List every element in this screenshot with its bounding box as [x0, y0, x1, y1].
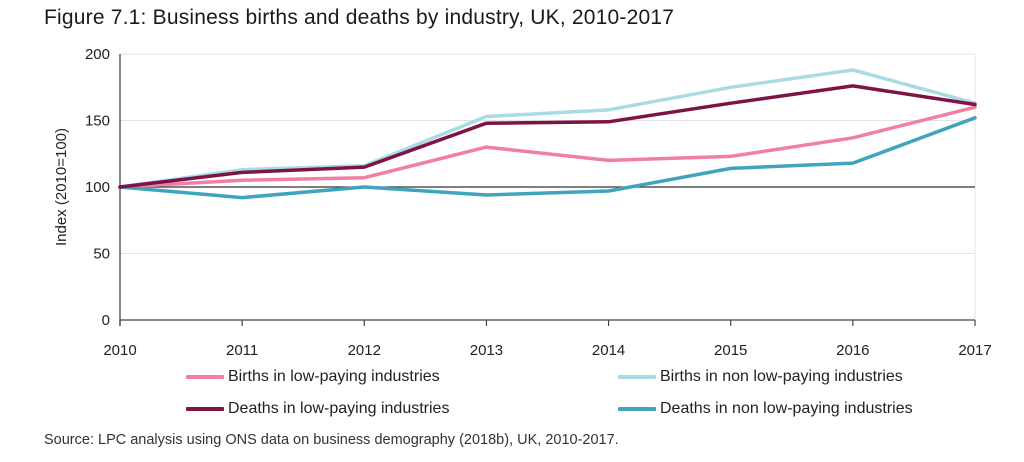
y-tick-label: 200: [85, 46, 110, 63]
x-tick-label: 2013: [470, 342, 503, 359]
x-tick-label: 2010: [103, 342, 136, 359]
y-axis-label: Index (2010=100): [53, 128, 70, 246]
series-line-deaths-in-non-low-paying-industries: [118, 116, 977, 200]
x-tick-label: 2011: [226, 342, 258, 359]
legend: Births in low-paying industries Births i…: [0, 360, 1024, 420]
x-tick-label: 2016: [836, 342, 869, 359]
legend-label: Births in non low-paying industries: [660, 368, 903, 385]
legend-item-births-non-low-paying: Births in non low-paying industries: [618, 368, 903, 386]
x-tick-label: 2017: [958, 342, 991, 359]
legend-item-deaths-low-paying: Deaths in low-paying industries: [186, 400, 449, 418]
legend-item-births-low-paying: Births in low-paying industries: [186, 368, 440, 386]
y-tick-label: 100: [85, 179, 110, 196]
y-tick-label: 0: [102, 312, 110, 329]
y-tick-label: 50: [93, 246, 110, 263]
legend-swatch: [186, 375, 224, 379]
x-tick-labels: 2010 2011 2012 2013 2014 2015 2016 2017: [103, 320, 992, 359]
series-line-births-in-non-low-paying-industries: [118, 68, 977, 189]
x-tick-label: 2014: [592, 342, 625, 359]
axes: [119, 54, 975, 326]
legend-label: Births in low-paying industries: [228, 368, 440, 385]
legend-label: Deaths in non low-paying industries: [660, 400, 913, 417]
x-tick-label: 2015: [714, 342, 747, 359]
legend-label: Deaths in low-paying industries: [228, 400, 450, 417]
series-line-deaths-in-low-paying-industries: [118, 84, 977, 189]
legend-swatch: [186, 407, 224, 411]
legend-item-deaths-non-low-paying: Deaths in non low-paying industries: [618, 400, 913, 418]
source-note: Source: LPC analysis using ONS data on b…: [44, 432, 619, 448]
figure-title: Figure 7.1: Business births and deaths b…: [44, 6, 675, 29]
legend-swatch: [618, 407, 656, 411]
series-lines: [118, 68, 977, 200]
x-tick-label: 2012: [348, 342, 381, 359]
legend-swatch: [618, 375, 656, 379]
y-tick-labels: 0 50 100 150 200: [85, 46, 110, 329]
y-tick-label: 150: [85, 113, 110, 130]
series-line-births-in-low-paying-industries: [118, 105, 977, 189]
